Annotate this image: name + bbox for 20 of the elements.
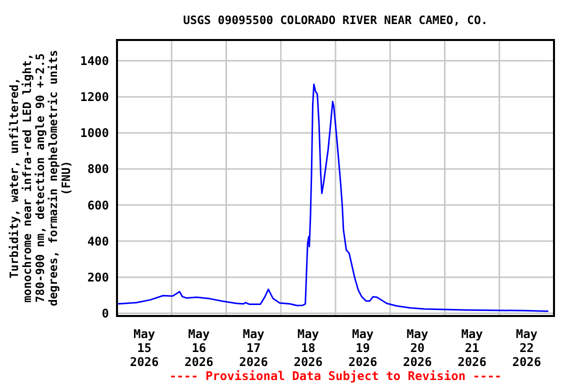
x-tick-label: May 16 2026 [184, 327, 214, 369]
x-tick-label: May 18 2026 [294, 327, 323, 369]
x-tick-label: May 15 2026 [130, 327, 159, 369]
y-tick-label: 600 [87, 198, 109, 212]
x-tick-label: May 17 2026 [239, 327, 268, 369]
y-tick-label: 1400 [80, 54, 109, 68]
y-tick-label: 1200 [80, 90, 109, 104]
y-tick-label: 1000 [80, 126, 109, 140]
line-series [117, 83, 550, 312]
x-tick-label: May 19 2026 [348, 327, 378, 369]
y-axis-title: Turbidity, water, unfiltered, monochrome near infra-red LED light, 780-900 nm, detection angle 90 +-2.5 degrees, formazin nephelometric units (FNU) [7, 50, 73, 306]
y-tick-label: 800 [87, 162, 109, 176]
x-tick-label: May 20 2026 [402, 327, 432, 369]
text: ---- Provisional Data Subject to Revision ---- [169, 369, 502, 383]
x-tick-label: May 22 2026 [512, 327, 542, 369]
chart-title: USGS 09095500 COLORADO RIVER NEAR CAMEO, CO. [183, 13, 488, 27]
y-tick-label: 0 [102, 306, 109, 321]
y-tick-label: 200 [87, 270, 109, 284]
y-tick-label: 400 [87, 234, 109, 248]
x-tick-label: May 21 2026 [458, 327, 487, 369]
